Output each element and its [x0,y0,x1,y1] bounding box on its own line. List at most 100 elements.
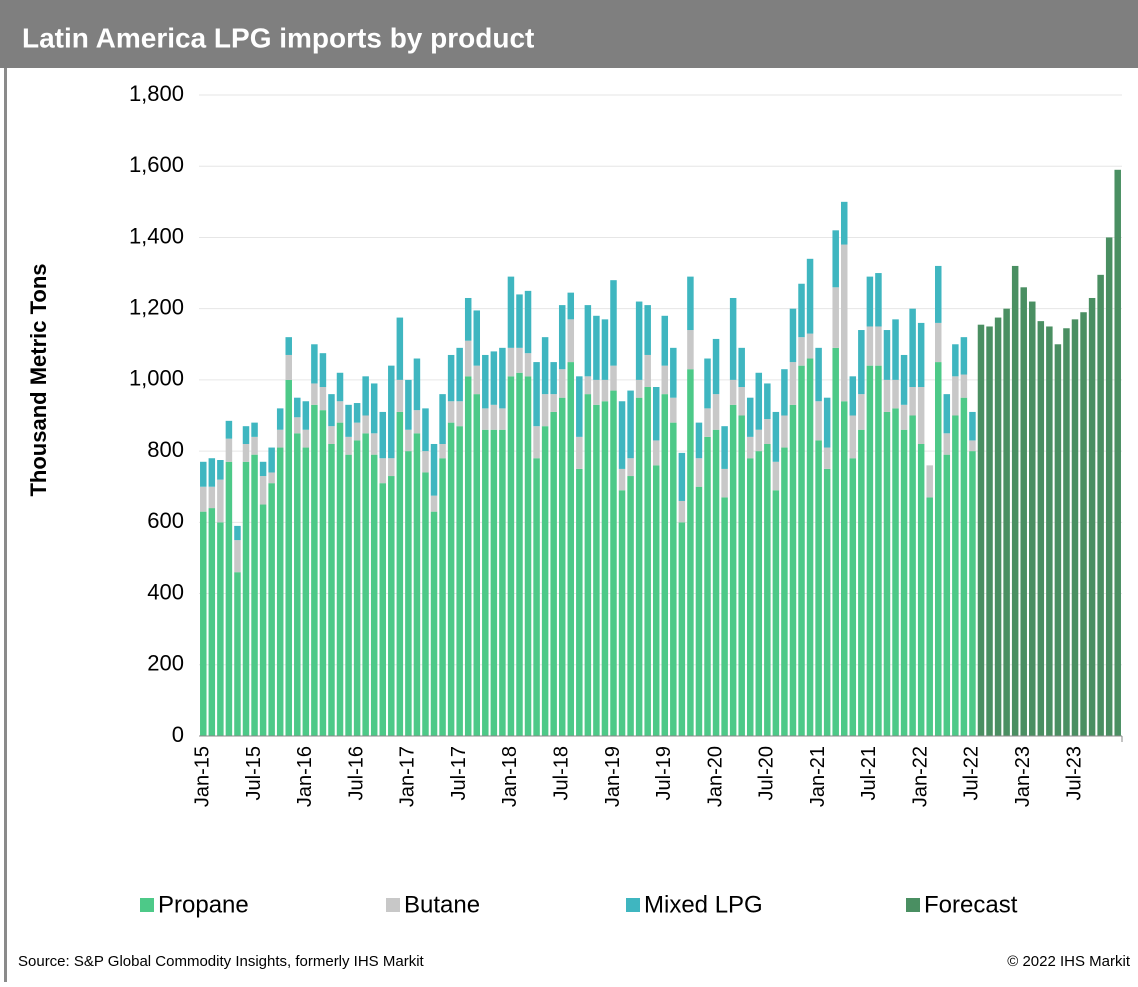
bar-segment [729,404,737,736]
bar-segment [806,258,814,334]
bar-segment [917,443,925,736]
bar-segment [234,540,241,573]
bar-segment [926,465,933,498]
bar-segment [969,440,976,452]
bar-segment [482,354,489,409]
x-tick-label: Jul-18 [550,746,572,800]
bar-segment [764,443,771,736]
source-note: Source: S&P Global Commodity Insights, f… [18,953,425,970]
bar-segment [960,337,968,375]
bar-segment [823,447,831,469]
bar-segment [490,404,498,430]
bar-segment [345,454,352,736]
bar-segment [994,317,1002,736]
bar-segment [311,404,318,736]
bar-segment [806,358,814,736]
legend-swatch [386,898,400,912]
bar-segment [302,401,310,430]
bar-segment [644,354,651,388]
y-tick-label: 1,200 [129,294,184,319]
bar-segment [473,394,481,736]
bar-segment [413,358,421,411]
bar-segment [1105,237,1113,736]
bar-segment [729,379,737,405]
bar-segment [1114,169,1121,737]
x-tick-label: Jul-22 [961,746,983,800]
bar-segment [635,397,643,736]
bar-segment [524,290,532,354]
y-tick-label: 200 [147,651,184,676]
bar-segment [935,322,942,363]
bar-segment [311,344,318,384]
bar-segment [396,411,404,736]
bar-segment [969,451,976,736]
bar-segment [858,394,865,430]
bar-segment [217,522,224,736]
chart-title: Latin America LPG imports by product [22,22,534,53]
bar-segment [849,458,857,736]
bar-segment [652,387,660,441]
bar-segment [781,447,788,736]
bar-segment [328,443,335,736]
bar-segment [405,429,412,452]
legend-swatch [140,898,154,912]
bar-segment [285,337,292,355]
bar-segment [370,454,378,736]
y-tick-label: 1,800 [129,81,184,106]
bar-segment [285,379,292,736]
bar-segment [687,369,694,736]
bar-segment [866,365,874,736]
x-tick-label: Jul-16 [345,746,367,800]
bar-segment [353,422,361,441]
legend-swatch [626,898,640,912]
bar-segment [789,362,797,405]
bar-segment [943,454,951,736]
bar-segment [567,319,575,363]
bar-segment [721,497,728,736]
bar-segment [704,358,711,409]
bar-segment [712,338,720,395]
bar-segment [1011,265,1019,736]
bar-segment [644,305,651,355]
bar-segment [952,344,959,377]
x-tick-label: Jul-21 [858,746,880,800]
bar-segment [610,365,617,391]
bar-segment [430,495,438,512]
left-border [4,68,7,982]
bar-segment [242,443,250,462]
copyright: © 2022 IHS Markit [1007,953,1131,970]
bar-segment [208,486,216,509]
bar-segment [652,465,660,736]
bar-segment [396,317,404,380]
bar-segment [413,410,421,434]
bar-segment [729,297,737,380]
x-tick-label: Jul-19 [653,746,675,800]
bar-segment [276,429,284,448]
y-tick-label: 1,400 [129,223,184,248]
x-tick-label: Jul-17 [448,746,470,800]
bar-segment [661,365,669,395]
bar-segment [704,436,711,736]
bar-segment [678,452,686,501]
bar-segment [370,383,378,434]
bar-segment [584,305,592,377]
bar-segment [892,379,899,409]
bar-segment [541,394,549,427]
bar-segment [430,443,438,496]
bar-segment [328,394,335,427]
bar-segment [926,497,933,736]
bar-segment [781,415,788,448]
bar-segment [1037,321,1045,736]
y-tick-label: 0 [172,722,184,747]
legend-label: Propane [158,891,249,918]
bar-segment [712,394,720,430]
bar-segment [883,330,891,380]
bar-segment [935,265,942,323]
bar-segment [567,362,575,736]
header-bar [0,0,1138,68]
bar-segment [781,369,788,416]
bar-segment [328,426,335,444]
bar-segment [789,308,797,363]
bar-segment [909,415,916,736]
bar-segment [516,372,523,736]
